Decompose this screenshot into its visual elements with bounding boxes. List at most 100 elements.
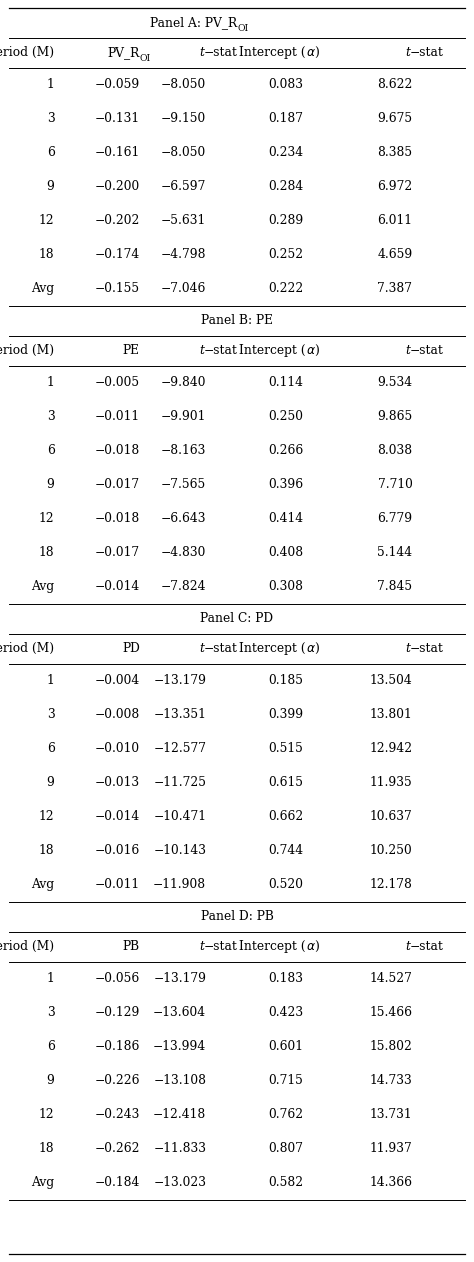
Text: PD: PD: [122, 642, 140, 655]
Text: Intercept (: Intercept (: [239, 47, 306, 59]
Text: −13.023: −13.023: [153, 1176, 206, 1189]
Text: 11.935: 11.935: [370, 776, 412, 789]
Text: −0.226: −0.226: [94, 1074, 140, 1087]
Text: −0.004: −0.004: [95, 674, 140, 687]
Text: 0.114: 0.114: [268, 376, 303, 389]
Text: −0.018: −0.018: [95, 444, 140, 457]
Text: PB: PB: [123, 940, 140, 953]
Text: 0.266: 0.266: [268, 444, 303, 457]
Text: 0.187: 0.187: [268, 112, 303, 125]
Text: Period (M): Period (M): [0, 345, 55, 357]
Text: −0.155: −0.155: [95, 283, 140, 295]
Text: −0.017: −0.017: [95, 546, 140, 559]
Text: t: t: [405, 47, 410, 59]
Text: 6: 6: [46, 742, 55, 755]
Text: −0.011: −0.011: [95, 878, 140, 891]
Text: Panel A: PV_R: Panel A: PV_R: [150, 16, 237, 29]
Text: −0.011: −0.011: [95, 410, 140, 423]
Text: −0.262: −0.262: [94, 1142, 140, 1155]
Text: −stat: −stat: [204, 940, 237, 953]
Text: −13.604: −13.604: [153, 1006, 206, 1020]
Text: Avg: Avg: [31, 581, 55, 593]
Text: 12: 12: [39, 810, 55, 823]
Text: −7.046: −7.046: [161, 283, 206, 295]
Text: 6: 6: [46, 1040, 55, 1053]
Text: −7.565: −7.565: [161, 478, 206, 491]
Text: 0.222: 0.222: [268, 283, 303, 295]
Text: −stat: −stat: [204, 47, 237, 59]
Text: 9: 9: [46, 776, 55, 789]
Text: −0.013: −0.013: [95, 776, 140, 789]
Text: −0.186: −0.186: [94, 1040, 140, 1053]
Text: 12: 12: [39, 512, 55, 525]
Text: 7.387: 7.387: [377, 283, 412, 295]
Text: $\alpha$): $\alpha$): [306, 641, 319, 656]
Text: −9.901: −9.901: [161, 410, 206, 423]
Text: 15.466: 15.466: [369, 1006, 412, 1020]
Text: −13.108: −13.108: [153, 1074, 206, 1087]
Text: 15.802: 15.802: [370, 1040, 412, 1053]
Text: 0.515: 0.515: [268, 742, 303, 755]
Text: 0.289: 0.289: [268, 215, 303, 227]
Text: 18: 18: [39, 1142, 55, 1155]
Text: 6.011: 6.011: [377, 215, 412, 227]
Text: 0.715: 0.715: [268, 1074, 303, 1087]
Text: 0.408: 0.408: [268, 546, 303, 559]
Text: −0.200: −0.200: [95, 180, 140, 193]
Text: 7.710: 7.710: [377, 478, 412, 491]
Text: Period (M): Period (M): [0, 47, 55, 59]
Text: 18: 18: [39, 249, 55, 261]
Text: −stat: −stat: [410, 345, 444, 357]
Text: 0.807: 0.807: [268, 1142, 303, 1155]
Text: −0.202: −0.202: [94, 215, 140, 227]
Text: −stat: −stat: [204, 345, 237, 357]
Text: 13.731: 13.731: [370, 1108, 412, 1121]
Text: Intercept (: Intercept (: [239, 642, 306, 655]
Text: −0.016: −0.016: [95, 844, 140, 857]
Text: 9: 9: [46, 478, 55, 491]
Text: −stat: −stat: [410, 47, 444, 59]
Text: 9.534: 9.534: [377, 376, 412, 389]
Text: −13.179: −13.179: [153, 674, 206, 687]
Text: 0.083: 0.083: [268, 78, 303, 91]
Text: 0.762: 0.762: [268, 1108, 303, 1121]
Text: −0.056: −0.056: [95, 972, 140, 986]
Text: 5.144: 5.144: [377, 546, 412, 559]
Text: 9.675: 9.675: [377, 112, 412, 125]
Text: 18: 18: [39, 546, 55, 559]
Text: −0.243: −0.243: [94, 1108, 140, 1121]
Text: PV_R: PV_R: [108, 47, 140, 59]
Text: −8.163: −8.163: [161, 444, 206, 457]
Text: 9: 9: [46, 180, 55, 193]
Text: 1: 1: [47, 674, 55, 687]
Text: 14.366: 14.366: [369, 1176, 412, 1189]
Text: −0.184: −0.184: [94, 1176, 140, 1189]
Text: t: t: [199, 642, 204, 655]
Text: 12.178: 12.178: [370, 878, 412, 891]
Text: 0.414: 0.414: [268, 512, 303, 525]
Text: Panel C: PD: Panel C: PD: [201, 612, 273, 625]
Text: −0.059: −0.059: [95, 78, 140, 91]
Text: −stat: −stat: [410, 940, 444, 953]
Text: 0.396: 0.396: [268, 478, 303, 491]
Text: Period (M): Period (M): [0, 940, 55, 953]
Text: −0.174: −0.174: [95, 249, 140, 261]
Text: −0.129: −0.129: [94, 1006, 140, 1020]
Text: Panel B: PE: Panel B: PE: [201, 314, 273, 327]
Text: t: t: [199, 345, 204, 357]
Text: 11.937: 11.937: [370, 1142, 412, 1155]
Text: 0.284: 0.284: [268, 180, 303, 193]
Text: 1: 1: [47, 972, 55, 986]
Text: Period (M): Period (M): [0, 642, 55, 655]
Text: −0.014: −0.014: [95, 581, 140, 593]
Text: −13.994: −13.994: [153, 1040, 206, 1053]
Text: 3: 3: [47, 708, 55, 721]
Text: 1: 1: [47, 78, 55, 91]
Text: Panel D: PB: Panel D: PB: [201, 910, 273, 923]
Text: −stat: −stat: [410, 642, 444, 655]
Text: Avg: Avg: [31, 878, 55, 891]
Text: −0.018: −0.018: [95, 512, 140, 525]
Text: 0.423: 0.423: [268, 1006, 303, 1020]
Text: 0.308: 0.308: [268, 581, 303, 593]
Text: −12.577: −12.577: [153, 742, 206, 755]
